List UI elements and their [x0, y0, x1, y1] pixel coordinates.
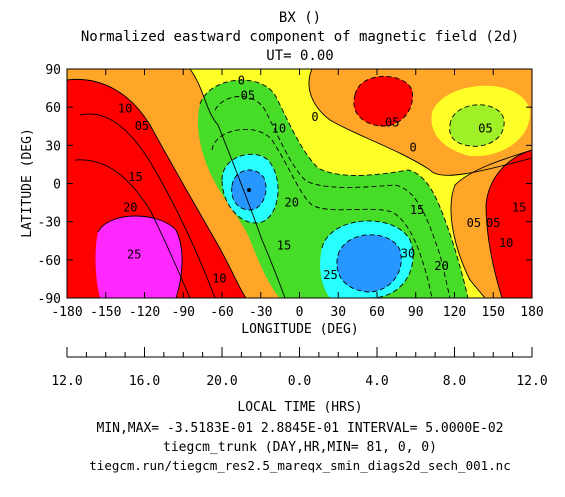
- x-tick-label: 120: [443, 305, 466, 320]
- lt-tick-label: 0.0: [288, 374, 311, 389]
- y-tick-label: 30: [45, 139, 61, 154]
- y-tick-label: 0: [53, 178, 61, 193]
- lt-tick-label: 4.0: [365, 374, 388, 389]
- contour-label: 15: [277, 239, 291, 253]
- contour-label: 05: [478, 122, 492, 136]
- x-tick-label: -90: [172, 305, 195, 320]
- chart-title: BX (): [279, 10, 321, 26]
- contour-label: 10: [272, 122, 286, 136]
- contour-line: [67, 78, 247, 298]
- contour-fills: [67, 69, 532, 298]
- x-tick-label: 30: [330, 305, 346, 320]
- contour-line: [308, 69, 532, 176]
- contour-line-negative: [211, 128, 433, 298]
- y-tick-label: 90: [45, 63, 61, 78]
- contour-label: 30: [401, 246, 415, 260]
- chart-subtitle: Normalized eastward component of magneti…: [81, 29, 519, 45]
- contour-label: 20: [123, 200, 137, 214]
- contour-line: [74, 159, 191, 298]
- contour-lines: [67, 69, 532, 298]
- contour-lines-dashed: [199, 75, 505, 298]
- local-time-axis: 12.0 16.0 20.0 0.0 4.0 8.0 12.0: [51, 347, 548, 389]
- contour-label: 20: [285, 195, 299, 209]
- lt-tick-label: 12.0: [51, 374, 82, 389]
- lt-tick-label: 16.0: [129, 374, 160, 389]
- lt-tick-label: 20.0: [206, 374, 237, 389]
- contour-label: 15: [128, 170, 142, 184]
- contour-label: 05: [241, 89, 255, 103]
- x-tick-label: -120: [129, 305, 160, 320]
- contour-label: 05: [486, 216, 500, 230]
- contour-line: [450, 149, 532, 298]
- fill-magenta-southwest: [95, 216, 183, 298]
- contour-line: [97, 215, 183, 298]
- file-info: tiegcm.run/tiegcm_res2.5_mareqx_smin_dia…: [89, 458, 510, 473]
- contour-label: 15: [410, 203, 424, 217]
- x-axis: -180 -150 -120 -90 -60 -30 0 30 60 90 120 150 180: [51, 69, 544, 320]
- x-tick-label: 60: [369, 305, 385, 320]
- y-tick-label: -30: [38, 216, 61, 231]
- contour-label: 25: [127, 248, 141, 262]
- contour-label: 10: [499, 236, 513, 250]
- contour-label: .05: [378, 115, 400, 129]
- y-tick-label: -90: [38, 292, 61, 307]
- contour-label: 05: [135, 119, 149, 133]
- fill-blue-south-center: [336, 234, 402, 292]
- contour-line-negative: [199, 79, 469, 298]
- y-axis: -90 -60 -30 0 30 60 90: [38, 63, 532, 307]
- x-axis-label: LONGITUDE (DEG): [241, 322, 358, 337]
- x-tick-label: -150: [90, 305, 121, 320]
- contour-line-negative: [449, 104, 505, 147]
- contour-label: 20: [434, 259, 448, 273]
- contour-label: 05: [467, 216, 481, 230]
- contour-line-negative: [336, 234, 402, 293]
- local-time-label: LOCAL TIME (HRS): [237, 400, 362, 415]
- contour-line-negative: [221, 153, 279, 224]
- contour-line-negative: [353, 75, 414, 127]
- contour-line: [485, 149, 532, 298]
- fill-red-southeast: [486, 150, 532, 298]
- contour-line-negative: [321, 220, 414, 298]
- y-tick-label: 60: [45, 101, 61, 116]
- minimum-marker: [247, 188, 251, 192]
- x-tick-label: 90: [408, 305, 424, 320]
- contour-label: 0: [410, 141, 417, 155]
- x-tick-label: -30: [249, 305, 272, 320]
- fill-red-northeast: [353, 76, 413, 127]
- y-tick-label: -60: [38, 254, 61, 269]
- contour-line-negative: [231, 169, 267, 211]
- contour-label: 0: [238, 73, 245, 87]
- x-tick-label: -180: [51, 305, 82, 320]
- ut-label: UT= 0.00: [266, 48, 333, 64]
- x-tick-label: 0: [296, 305, 304, 320]
- contour-label: 10: [118, 101, 132, 115]
- contour-line: [189, 69, 286, 298]
- contour-label: 0: [311, 110, 318, 124]
- y-axis-label: LATITUDE (DEG): [20, 128, 35, 238]
- contour-label: 25: [323, 268, 337, 282]
- x-tick-label: -60: [210, 305, 233, 320]
- min-max-interval: MIN,MAX= -3.5183E-01 2.8845E-01 INTERVAL…: [97, 421, 504, 436]
- fill-yellowgreen-east: [449, 104, 505, 147]
- contour-line: [79, 113, 216, 298]
- contour-label: 10: [212, 272, 226, 286]
- lt-tick-label: 12.0: [516, 374, 547, 389]
- contour-line-negative: [214, 96, 451, 298]
- x-tick-label: 150: [482, 305, 505, 320]
- x-tick-label: 180: [520, 305, 543, 320]
- contour-label: 15: [512, 200, 526, 214]
- lt-tick-label: 8.0: [443, 374, 466, 389]
- model-info: tiegcm_trunk (DAY,HR,MIN= 81, 0, 0): [163, 440, 437, 455]
